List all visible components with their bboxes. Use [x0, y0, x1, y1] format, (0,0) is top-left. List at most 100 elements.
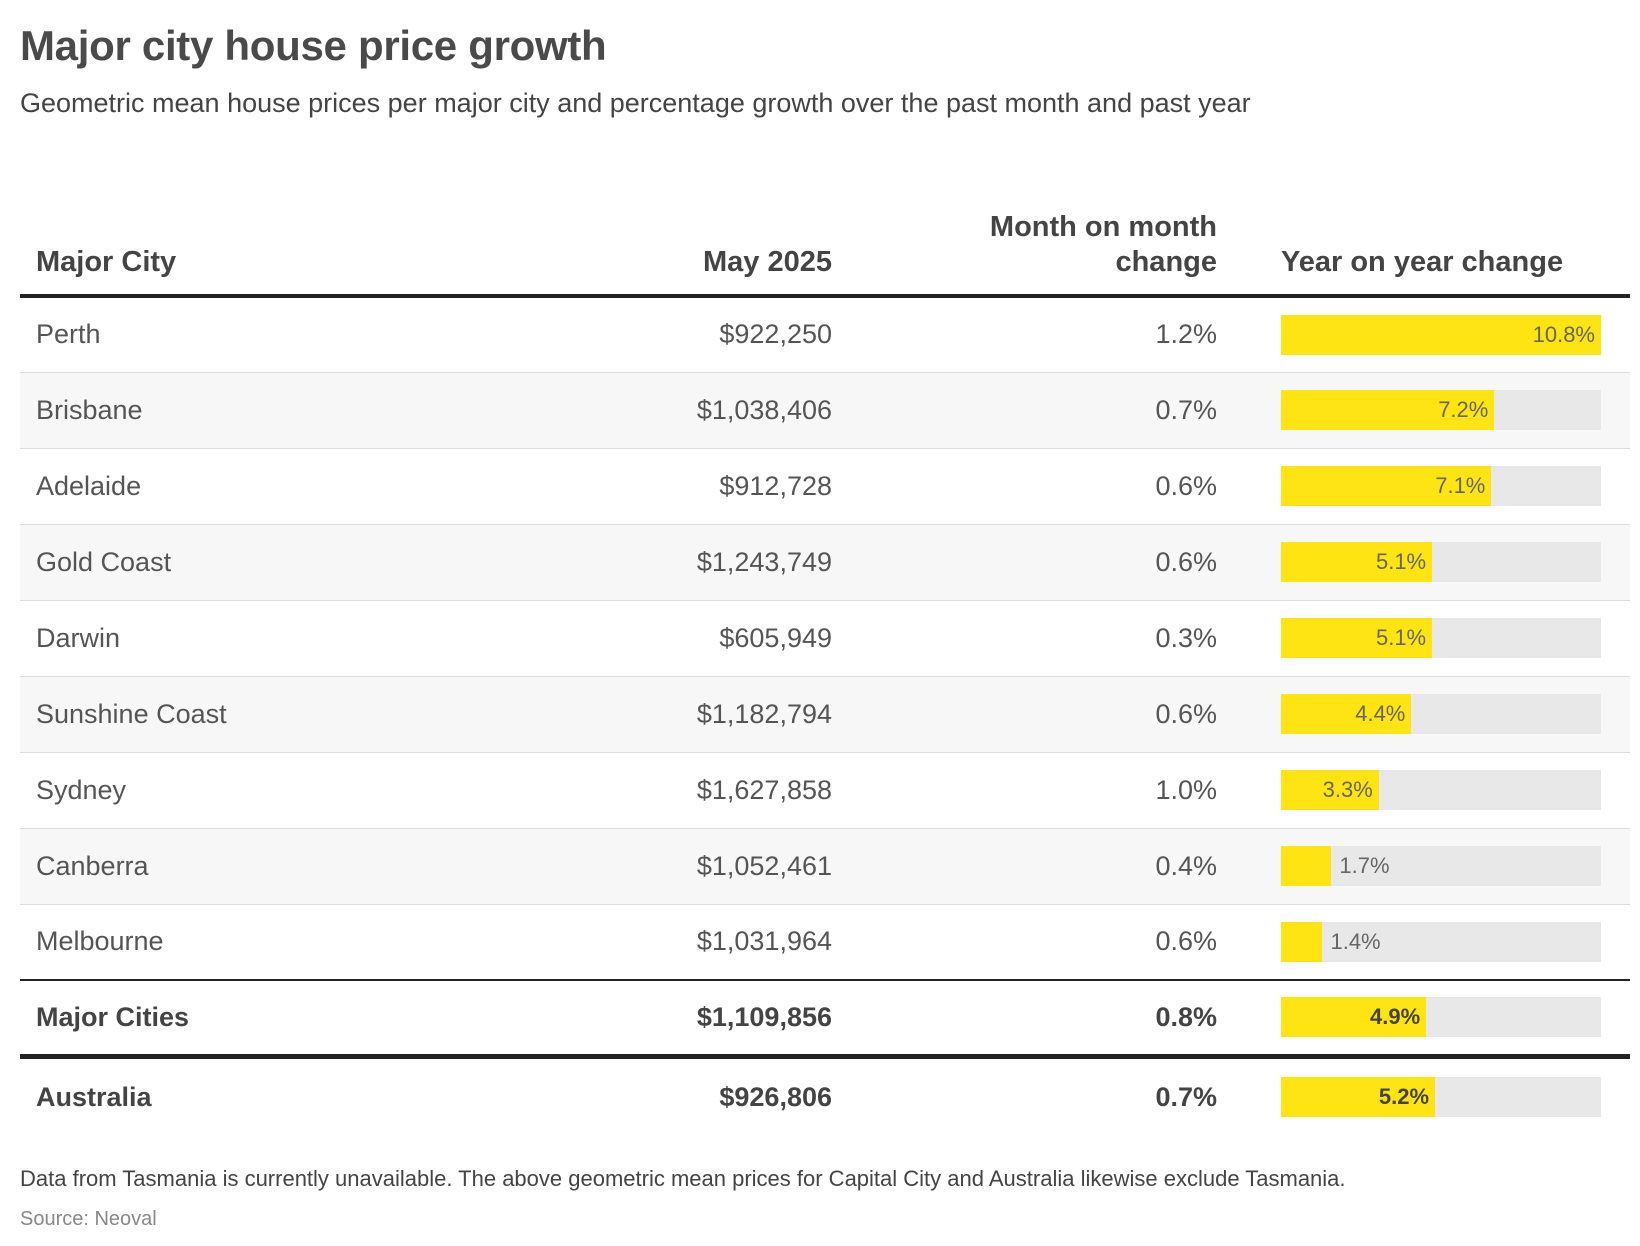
yoy-bar-track: 7.1%	[1281, 466, 1601, 506]
city-cell: Brisbane	[20, 372, 428, 449]
yoy-bar-track: 1.7%	[1281, 846, 1601, 886]
may-2025-cell: $1,109,856	[428, 980, 848, 1059]
year-on-year-cell: 1.7%	[1233, 828, 1630, 905]
yoy-data-label: 5.1%	[1375, 549, 1427, 574]
chart-title: Major city house price growth	[20, 22, 607, 69]
yoy-bar	[1281, 997, 1427, 1038]
year-on-year-cell: 5.1%	[1233, 524, 1630, 601]
yoy-bar-track: 4.9%	[1281, 997, 1601, 1038]
chart-subtitle: Geometric mean house prices per major ci…	[20, 88, 1251, 118]
yoy-bar-track: 5.1%	[1281, 542, 1601, 582]
year-on-year-cell: 4.9%	[1233, 980, 1630, 1059]
yoy-bar	[1281, 694, 1412, 734]
table-row: Darwin $605,949 0.3% 5.1%	[20, 600, 1630, 677]
table-header-row: Major City May 2025 Month on month chang…	[20, 180, 1630, 298]
city-cell: Sydney	[20, 752, 428, 829]
city-cell: Major Cities	[20, 980, 428, 1059]
month-on-month-cell: 0.7%	[848, 372, 1233, 449]
month-on-month-cell: 1.0%	[848, 752, 1233, 829]
may-2025-cell: $912,728	[428, 448, 848, 525]
may-2025-cell: $1,038,406	[428, 372, 848, 449]
yoy-bar	[1281, 921, 1323, 962]
may-2025-cell: $926,806	[719, 1081, 832, 1112]
header-month-on-month-line1: Month on month	[989, 211, 1217, 244]
month-on-month-cell: 1.2%	[848, 296, 1233, 373]
year-on-year-cell: 5.2%	[1233, 1056, 1630, 1136]
header-major-city: Major City	[20, 180, 428, 298]
price-growth-table: Major City May 2025 Month on month chang…	[20, 180, 1630, 1136]
city-cell: Adelaide	[20, 448, 428, 525]
may-2025-cell: $1,182,794	[428, 676, 848, 753]
yoy-data-label: 1.4%	[1330, 928, 1381, 954]
header-month-on-month: Month on month change	[848, 180, 1233, 298]
month-on-month-cell: 0.6%	[848, 904, 1233, 981]
yoy-data-label: 4.9%	[1370, 1004, 1421, 1030]
yoy-bar-track: 7.2%	[1281, 390, 1601, 430]
city-cell: Darwin	[20, 600, 428, 677]
city-cell: Australia	[36, 1081, 152, 1112]
yoy-bar-track: 5.2%	[1281, 1077, 1601, 1118]
table-row: Adelaide $912,728 0.6% 7.1%	[20, 448, 1630, 525]
yoy-data-label: 5.2%	[1378, 1084, 1430, 1110]
yoy-bar-track: 10.8%	[1281, 314, 1601, 355]
table-row: Sunshine Coast $1,182,794 0.6% 4.4%	[20, 676, 1630, 753]
year-on-year-cell: 5.1%	[1233, 600, 1630, 677]
city-cell: Sunshine Coast	[20, 676, 428, 753]
yoy-bar	[1281, 618, 1433, 658]
month-on-month-cell: 0.6%	[848, 448, 1233, 525]
year-on-year-cell: 3.3%	[1233, 752, 1630, 829]
may-2025-cell: $605,949	[428, 600, 848, 677]
yoy-data-label: 3.3%	[1322, 777, 1373, 802]
month-on-month-cell: 0.7%	[1155, 1081, 1217, 1112]
yoy-data-label: 4.4%	[1355, 701, 1406, 726]
yoy-bar	[1281, 390, 1495, 430]
may-2025-cell: $922,250	[428, 296, 848, 373]
header-year-on-year: Year on year change	[1233, 180, 1630, 298]
month-on-month-cell: 0.3%	[848, 600, 1233, 677]
month-on-month-cell: 0.8%	[848, 980, 1233, 1059]
city-cell: Gold Coast	[20, 524, 428, 601]
yoy-bar-track: 1.4%	[1281, 921, 1601, 962]
may-2025-cell: $1,243,749	[428, 524, 848, 601]
year-on-year-cell: 7.2%	[1233, 372, 1630, 449]
yoy-data-label: 5.1%	[1375, 625, 1427, 650]
month-on-month-cell: 0.6%	[848, 524, 1233, 601]
yoy-bar-track: 3.3%	[1281, 770, 1601, 810]
summary-rows: Major Cities $1,109,856 0.8% 4.9% Australia $…	[20, 980, 1630, 1136]
yoy-bar	[1281, 1077, 1436, 1118]
may-2025-cell: $1,627,858	[428, 752, 848, 829]
city-cell: Melbourne	[20, 904, 428, 981]
year-on-year-cell: 1.4%	[1233, 904, 1630, 981]
table-row: Australia $926,806 0.7% 5.2%	[20, 1056, 1630, 1136]
may-2025-cell: $1,031,964	[428, 904, 848, 981]
city-rows: Perth $922,250 1.2% 10.8% Brisbane $1,038,406…	[20, 296, 1630, 981]
yoy-bar	[1281, 846, 1332, 886]
city-cell: Perth	[20, 296, 428, 373]
may-2025-cell: $1,052,461	[428, 828, 848, 905]
yoy-bar-track: 4.4%	[1281, 694, 1601, 734]
table-row: Melbourne $1,031,964 0.6% 1.4%	[20, 904, 1630, 981]
month-on-month-cell: 0.4%	[848, 828, 1233, 905]
yoy-bar	[1281, 542, 1433, 582]
year-on-year-cell: 10.8%	[1233, 296, 1630, 373]
source-credit: Source: Neoval	[20, 1208, 157, 1230]
yoy-data-label: 1.7%	[1339, 853, 1390, 878]
yoy-bar	[1281, 466, 1492, 506]
year-on-year-cell: 4.4%	[1233, 676, 1630, 753]
month-on-month-cell: 0.6%	[848, 676, 1233, 753]
footnote: Data from Tasmania is currently unavaila…	[20, 1166, 1346, 1191]
year-on-year-cell: 7.1%	[1233, 448, 1630, 525]
yoy-bar-track: 5.1%	[1281, 618, 1601, 658]
table-row: Major Cities $1,109,856 0.8% 4.9%	[20, 980, 1630, 1059]
table-row: Gold Coast $1,243,749 0.6% 5.1%	[20, 524, 1630, 601]
yoy-data-label: 10.8%	[1532, 321, 1595, 347]
yoy-bar	[1281, 314, 1601, 355]
yoy-data-label: 7.2%	[1438, 397, 1489, 422]
table-row: Canberra $1,052,461 0.4% 1.7%	[20, 828, 1630, 905]
yoy-data-label: 7.1%	[1435, 473, 1486, 498]
table-row: Perth $922,250 1.2% 10.8%	[20, 296, 1630, 373]
table-row: Sydney $1,627,858 1.0% 3.3%	[20, 752, 1630, 829]
city-cell: Canberra	[20, 828, 428, 905]
yoy-bar	[1281, 770, 1379, 810]
header-may-2025: May 2025	[428, 180, 848, 298]
